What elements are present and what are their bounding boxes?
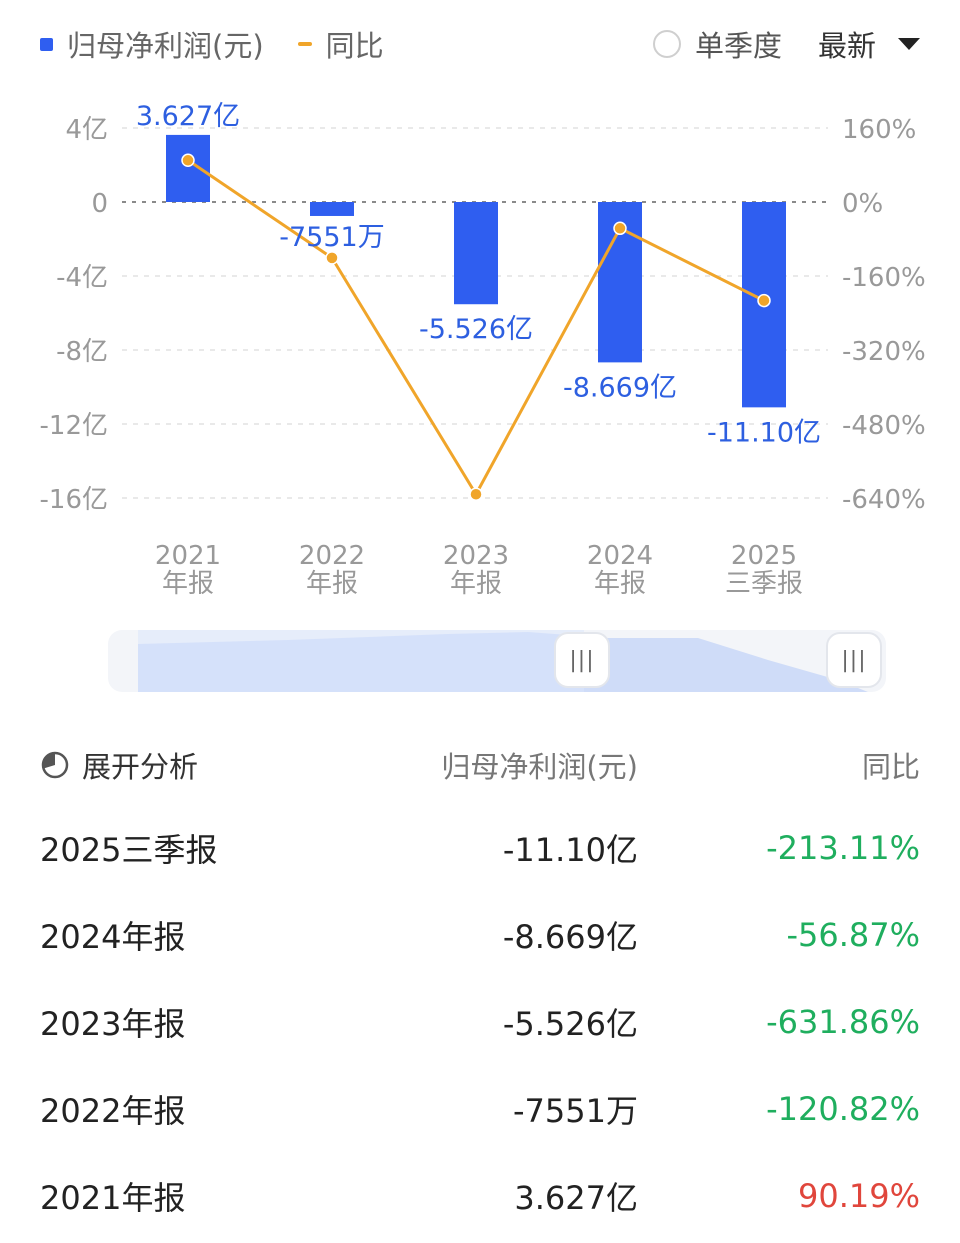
y-left-tick-label: -4亿: [56, 263, 108, 293]
single-quarter-radio[interactable]: [652, 30, 681, 58]
yoy-cell: 90.19%: [797, 1177, 920, 1215]
expand-analysis-label: 展开分析: [82, 750, 199, 784]
table-row[interactable]: 2025三季报 -11.10亿 -213.11%: [40, 818, 920, 878]
period-cell: 2022年报: [40, 1092, 186, 1130]
bar-data-label: -8.669亿: [563, 372, 677, 403]
y-right-tick-label: -480%: [842, 411, 926, 441]
yoy-cell: -631.86%: [766, 1003, 920, 1041]
bar-2023年报: [454, 202, 498, 305]
yoy-point-2022年报: [325, 251, 339, 265]
bar-2021年报: [166, 134, 210, 202]
y-left-tick-label: 0: [91, 189, 108, 219]
range-slider[interactable]: ||| |||: [108, 630, 886, 692]
yoy-point-2024年报: [613, 221, 627, 236]
table-header: 展开分析 归母净利润(元) 同比: [40, 738, 920, 792]
x-tick-label-period: 年报: [450, 569, 502, 599]
profit-cell: -5.526亿: [502, 1005, 638, 1043]
x-tick-label-year: 2023: [443, 541, 509, 571]
y-right-tick-label: 160%: [842, 115, 916, 145]
y-left-tick-label: 4亿: [65, 115, 108, 145]
y-right-tick-label: 0%: [842, 189, 883, 219]
yoy-cell: -213.11%: [766, 829, 920, 867]
slider-preview-area: [138, 630, 868, 692]
y-right-tick-label: -640%: [842, 485, 926, 515]
x-tick-label-year: 2021: [155, 541, 221, 571]
profit-cell: -7551万: [513, 1092, 638, 1130]
table-row[interactable]: 2022年报 -7551万 -120.82%: [40, 1079, 920, 1139]
yoy-point-2025三季报: [757, 293, 771, 308]
pie-chart-icon: [41, 751, 69, 779]
bar-data-label: -11.10亿: [707, 417, 821, 448]
x-tick-label-year: 2024: [587, 541, 653, 571]
profit-cell: -8.669亿: [502, 918, 638, 956]
profit-chart: 4亿 0 -4亿 -8亿 -12亿 -16亿 160% 0% -160% -320% -480% -6…: [40, 101, 926, 599]
column-header-profit: 归母净利润(元): [441, 750, 638, 784]
bar-data-label: -5.526亿: [419, 314, 533, 345]
slider-right-handle[interactable]: |||: [826, 632, 882, 688]
chart-controls: 单季度 最新: [652, 18, 920, 70]
x-tick-label-year: 2022: [299, 541, 365, 571]
yoy-cell: -120.82%: [766, 1090, 920, 1128]
single-quarter-label[interactable]: 单季度: [694, 29, 782, 63]
table-row[interactable]: 2024年报 -8.669亿 -56.87%: [40, 905, 920, 965]
yoy-cell: -56.87%: [786, 916, 920, 954]
line-legend-swatch: [297, 42, 312, 46]
y-right-tick-label: -160%: [842, 263, 926, 293]
period-select[interactable]: 最新: [817, 29, 876, 63]
bar-2022年报: [310, 202, 354, 216]
expand-analysis-button[interactable]: 展开分析: [40, 744, 198, 786]
x-tick-label-year: 2025: [731, 541, 797, 571]
bar-legend-swatch: [40, 37, 53, 51]
bar-data-label: -7551万: [279, 222, 384, 253]
x-tick-label-period: 年报: [594, 569, 646, 599]
y-left-tick-label: -8亿: [56, 337, 108, 367]
profit-cell: -11.10亿: [502, 831, 638, 869]
table-row[interactable]: 2021年报 3.627亿 90.19%: [40, 1166, 920, 1226]
period-cell: 2024年报: [40, 918, 186, 956]
y-right-tick-label: -320%: [842, 337, 926, 367]
legend-yoy-label[interactable]: 同比: [325, 29, 384, 63]
x-tick-label-period: 三季报: [725, 569, 803, 599]
period-cell: 2023年报: [40, 1005, 186, 1043]
bar-data-label: 3.627亿: [136, 101, 240, 132]
chart-legend: 归母净利润(元) 同比: [40, 18, 384, 70]
yoy-point-2023年报: [469, 487, 483, 501]
column-header-yoy: 同比: [861, 750, 920, 784]
x-tick-label-period: 年报: [306, 569, 358, 599]
table-row[interactable]: 2023年报 -5.526亿 -631.86%: [40, 992, 920, 1052]
y-left-tick-label: -16亿: [40, 485, 108, 515]
x-tick-label-period: 年报: [162, 569, 214, 599]
profit-cell: 3.627亿: [514, 1179, 638, 1217]
y-left-tick-label: -12亿: [40, 411, 108, 441]
slider-left-handle[interactable]: |||: [554, 632, 610, 688]
period-cell: 2021年报: [40, 1179, 186, 1217]
yoy-point-2021年报: [181, 153, 195, 168]
legend-profit-label[interactable]: 归母净利润(元): [67, 29, 264, 63]
chevron-down-icon[interactable]: [898, 38, 920, 50]
period-cell: 2025三季报: [40, 831, 218, 869]
